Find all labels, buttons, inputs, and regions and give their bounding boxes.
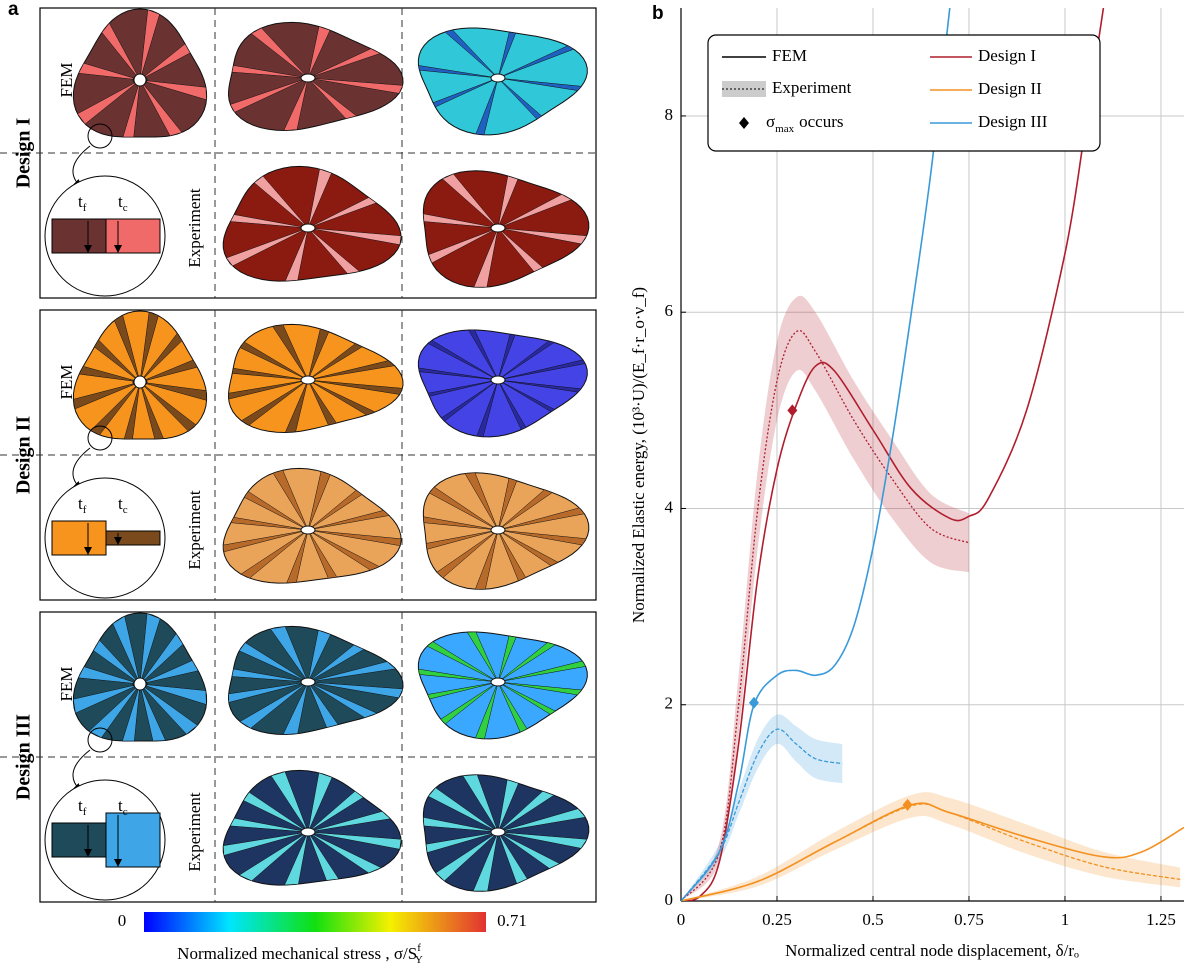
x-axis-label: Normalized central node displacement, δ/… [785,941,1079,960]
x-tick-label: 1 [1061,910,1070,929]
panel-label: b [652,3,664,24]
legend-label: FEM [772,46,807,65]
y-tick-label: 4 [665,497,674,516]
y-axis-label: Normalized Elastic energy, (10³·U)/(E_f·… [629,287,648,623]
hole [134,376,146,388]
x-tick-label: 0.5 [862,910,883,929]
center-hole [301,678,315,686]
experiment-label: Experiment [185,792,204,872]
legend-label: Design II [978,79,1042,98]
core-layer [106,219,160,253]
center-hole [491,828,505,836]
center-hole [491,376,505,384]
shell [223,166,401,281]
thickness-subscript: c [123,806,128,818]
max-marker [749,697,759,709]
shell [229,22,404,130]
face-layer [52,521,106,555]
center-hole [301,74,315,82]
core-layer [106,813,160,867]
hole [134,74,146,86]
y-tick-label: 8 [665,105,674,124]
legend-sigma: σ [766,112,775,131]
experiment-label: Experiment [185,490,204,570]
hole [134,678,146,690]
x-tick-label: 0 [677,910,686,929]
design-label: Design I [13,118,35,189]
y-tick-label: 6 [665,301,674,320]
face-layer [52,219,106,253]
legend-occurs: occurs [799,112,843,131]
colorbar-min: 0 [118,911,127,930]
legend-label: Design III [978,112,1048,131]
colorbar [144,912,486,932]
thickness-subscript: f [83,202,87,214]
colorbar-label-main: Normalized mechanical stress , σ/S [177,944,417,963]
design-label: Design II [13,416,35,495]
colorbar-label-sup: f [417,942,421,954]
thickness-subscript: f [83,504,87,516]
center-hole [301,828,315,836]
legend-label: Experiment [772,78,852,97]
experiment-label: Experiment [185,188,204,268]
core-layer [106,531,160,545]
center-hole [491,526,505,534]
center-hole [301,526,315,534]
thickness-subscript: c [123,504,128,516]
x-tick-label: 1.25 [1146,910,1176,929]
x-tick-label: 0.75 [954,910,984,929]
center-hole [491,74,505,82]
design-label: Design III [13,714,35,800]
center-hole [301,224,315,232]
face-layer [52,823,106,857]
y-tick-label: 0 [665,890,674,909]
uncertainty-band [681,792,1180,901]
y-tick-label: 2 [665,694,674,713]
x-tick-label: 0.25 [762,910,792,929]
center-hole [491,678,505,686]
center-hole [491,224,505,232]
legend-label: Design I [978,46,1036,65]
colorbar-max: 0.71 [497,911,527,930]
colorbar-label-sub: Y [415,954,423,966]
panel-label: a [8,0,19,20]
figure: a b 0 0.71 Normalized mechanical stress … [0,0,1184,970]
thickness-subscript: f [83,806,87,818]
thickness-subscript: c [123,202,128,214]
center-hole [301,376,315,384]
legend-sigma-sub: max [775,123,794,135]
